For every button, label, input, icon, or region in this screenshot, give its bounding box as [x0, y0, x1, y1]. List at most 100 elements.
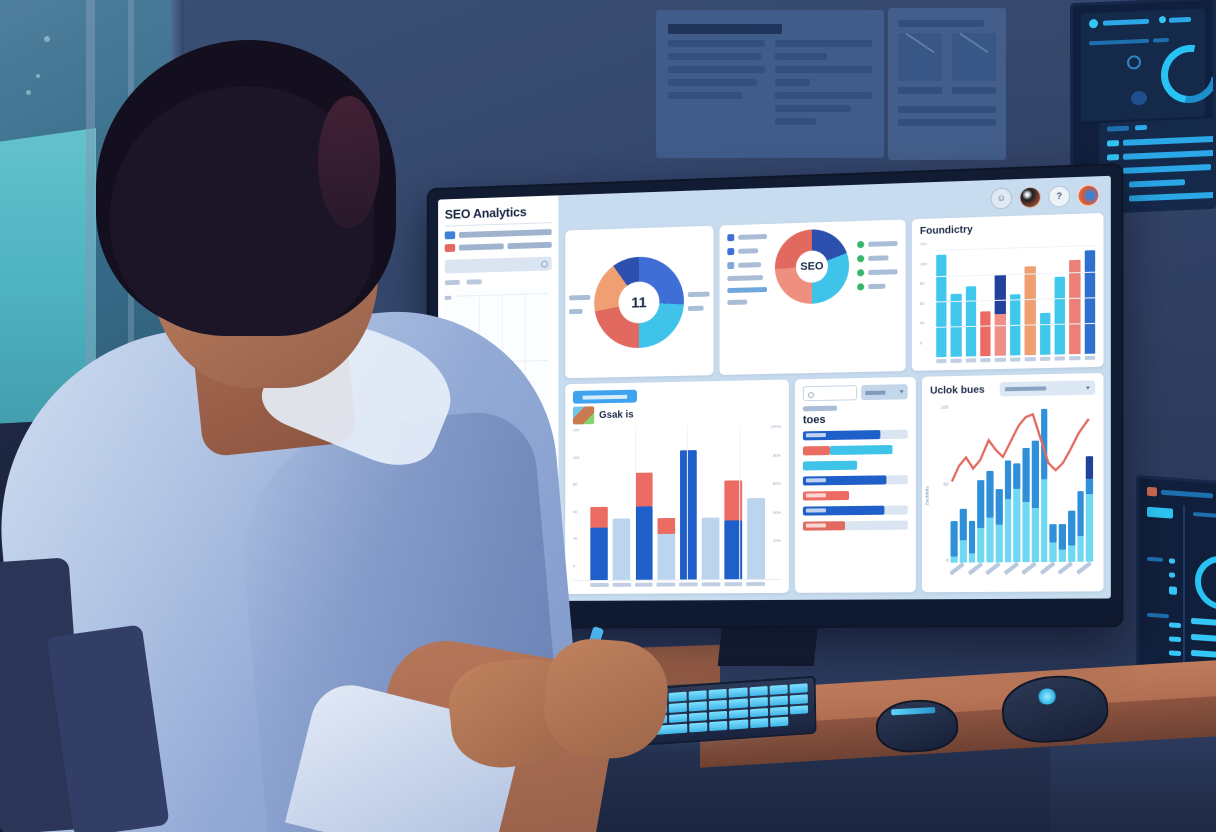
bar-column [1039, 237, 1051, 355]
bar-column [1054, 237, 1066, 355]
keywords-filter-select[interactable] [861, 384, 908, 401]
card-traffic-donut: 11 [565, 225, 714, 379]
list-item[interactable] [802, 444, 908, 456]
chevron-down-icon [899, 390, 904, 394]
traffic-donut-wrap: 11 [569, 255, 710, 350]
keywords-toolbar [802, 384, 908, 402]
legend-swatch-icon [444, 243, 456, 253]
goals-thumbnail-icon [572, 406, 595, 425]
bar-column [965, 239, 977, 357]
chevron-down-icon [1085, 386, 1090, 390]
list-item[interactable] [802, 429, 908, 441]
bar-column [679, 425, 698, 580]
backlinks-title: Uclok bues [930, 384, 985, 397]
card-keywords: toes [794, 376, 916, 593]
legend-item [727, 232, 767, 241]
seo-legend-left [727, 232, 767, 305]
avatar-user-1[interactable]: ☺ [990, 186, 1013, 210]
sidebar-search-input[interactable] [444, 256, 552, 274]
card-goals: Gsak is 120 100 80 60 40 0 [565, 379, 789, 594]
bar-column [950, 240, 962, 357]
seo-legend-right [857, 239, 898, 290]
list-item[interactable] [802, 475, 908, 486]
traffic-donut-chart: 11 [594, 255, 684, 350]
legend-item [727, 298, 767, 305]
legend-label [458, 243, 504, 251]
sidebar-axis-top [444, 277, 552, 286]
backlinks-y-axis-title: Backlinks [924, 485, 930, 506]
goals-header: Gsak is [572, 403, 781, 425]
bar-column [702, 425, 720, 580]
list-item[interactable] [802, 460, 908, 471]
keywords-subtitle [802, 405, 837, 412]
seo-donut-row: SEO [727, 227, 898, 306]
backlinks-x-axis [949, 561, 1094, 584]
card-keyword-ranking: Foundictry 120 100 80 60 40 0 [911, 212, 1104, 371]
bar-column [1084, 236, 1096, 354]
donut-label [569, 294, 591, 300]
list-item[interactable] [802, 520, 908, 531]
bar-column [657, 426, 675, 580]
bar-column [995, 239, 1006, 356]
traffic-donut-labels-left [569, 294, 591, 314]
donut-label [569, 308, 583, 314]
bar-column [747, 424, 766, 580]
legend-item [727, 274, 767, 281]
dashboard-row-bottom: Gsak is 120 100 80 60 40 0 [565, 372, 1104, 594]
wall-poster-right [888, 8, 1006, 160]
goals-chart: 120 100 80 60 40 0 [572, 423, 781, 582]
list-item[interactable] [802, 490, 908, 501]
page-title: SEO Analytics [444, 203, 552, 227]
legend-item [857, 239, 898, 248]
keywords-rows [802, 429, 908, 586]
backlinks-header: Uclok bues [930, 380, 1096, 398]
dust-mote [44, 36, 50, 42]
traffic-donut-labels-right [687, 291, 710, 311]
legend-item [727, 246, 767, 255]
screen-tag [1147, 506, 1173, 519]
card-seo-donut: SEO [719, 219, 906, 375]
card-backlinks: Uclok bues 100 50 0 Backlinks [921, 372, 1104, 593]
avatar-user-2[interactable] [1019, 185, 1042, 209]
person-hair-highlight [318, 96, 380, 228]
legend-item [857, 282, 897, 290]
keyword-ranking-title: Foundictry [919, 224, 973, 238]
avatar-user-3[interactable]: ? [1048, 184, 1071, 208]
dust-mote [36, 74, 40, 78]
goals-title: Gsak is [599, 409, 634, 421]
legend-item [857, 268, 898, 276]
backlinks-y-axis: 100 50 0 [940, 404, 949, 563]
backlinks-trend-line [951, 402, 1094, 489]
donut-label [687, 305, 704, 311]
bar-column [1024, 238, 1036, 356]
wall-poster-left [656, 10, 884, 158]
sidebar-legend-item-1 [444, 241, 552, 253]
legend-value [507, 241, 552, 250]
mouse-led-icon [1036, 687, 1058, 706]
bar-column [1069, 236, 1081, 355]
bar-column [634, 426, 653, 580]
monitor-stand [717, 622, 819, 666]
list-item[interactable] [802, 505, 908, 516]
keywords-search-input[interactable] [802, 385, 858, 402]
dashboard-row-top: 11 [565, 212, 1104, 379]
legend-item [857, 254, 897, 262]
floor-right [1050, 735, 1216, 832]
backlinks-chart: 100 50 0 Backlinks [925, 398, 1095, 585]
bar-column [590, 427, 608, 581]
bar-column [1009, 238, 1021, 356]
sidebar-legend-item-0 [444, 228, 552, 240]
goals-x-axis [573, 582, 781, 587]
goals-y-axis-left: 120 100 80 60 40 0 [572, 427, 580, 569]
legend-label [458, 229, 552, 238]
backlinks-filter-select[interactable] [999, 380, 1096, 397]
bar-column [936, 240, 947, 358]
bar-column [612, 426, 630, 580]
legend-swatch-icon [444, 231, 456, 240]
dust-mote [26, 90, 31, 95]
donut-label [687, 291, 710, 297]
legend-item [727, 286, 767, 293]
avatar-user-4[interactable] [1077, 183, 1100, 207]
view-report-button[interactable] [572, 389, 637, 404]
